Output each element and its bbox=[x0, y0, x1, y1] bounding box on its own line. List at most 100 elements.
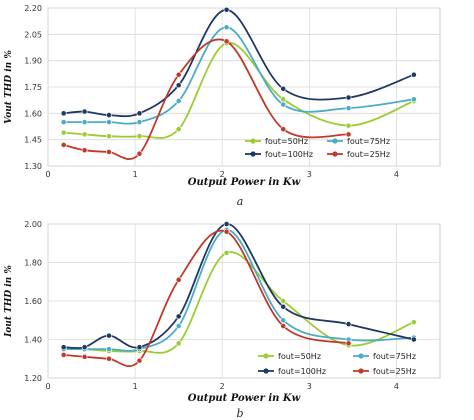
series-fout-25hz bbox=[60, 228, 352, 367]
legend-label: fout=50Hz bbox=[278, 352, 321, 361]
data-point bbox=[223, 6, 230, 13]
y-tick-label: 1.30 bbox=[24, 162, 42, 171]
x-axis-label: Output Power in Kw bbox=[188, 177, 301, 188]
data-point bbox=[106, 112, 112, 118]
panel-caption: a bbox=[237, 195, 244, 208]
data-point bbox=[60, 351, 67, 358]
series-line bbox=[63, 223, 415, 349]
series-fout-50hz bbox=[60, 40, 417, 140]
legend-swatch-marker bbox=[263, 353, 269, 359]
data-point bbox=[223, 221, 230, 227]
data-point bbox=[60, 110, 67, 117]
data-point bbox=[410, 336, 417, 343]
data-point bbox=[345, 340, 352, 347]
data-point bbox=[280, 317, 287, 324]
data-point bbox=[60, 129, 67, 136]
data-point bbox=[106, 133, 112, 140]
data-point bbox=[136, 150, 143, 157]
data-point bbox=[175, 276, 182, 283]
data-point bbox=[223, 24, 230, 31]
series-fout-75hz bbox=[60, 24, 417, 126]
data-point bbox=[81, 344, 88, 351]
x-axis-label: Output Power in Kw bbox=[188, 393, 301, 404]
chart-b: 1.20 1.40 1.60 1.80 2.00 0 1 2 3 4 fout=50Hz fout=7… bbox=[4, 220, 441, 420]
series-fout-100hz bbox=[60, 221, 417, 351]
y-tick-label: 1.90 bbox=[24, 57, 42, 66]
data-point bbox=[81, 353, 88, 360]
data-point bbox=[81, 119, 88, 126]
x-tick-label: 1 bbox=[133, 170, 138, 179]
data-point bbox=[81, 131, 88, 138]
y-tick-label: 2.20 bbox=[24, 4, 42, 13]
data-point bbox=[106, 355, 112, 362]
y-tick-label: 1.45 bbox=[24, 136, 42, 145]
y-tick-label: 2.05 bbox=[24, 30, 42, 39]
data-point bbox=[345, 321, 352, 327]
data-point bbox=[136, 119, 143, 126]
data-point bbox=[223, 228, 230, 235]
data-point bbox=[175, 71, 182, 78]
legend-label: fout=50Hz bbox=[265, 137, 308, 146]
x-tick-label: 3 bbox=[307, 170, 312, 179]
data-point bbox=[280, 126, 287, 133]
y-axis-label: Iout THD in % bbox=[4, 265, 14, 338]
data-point bbox=[175, 98, 182, 104]
data-point bbox=[223, 38, 230, 45]
legend: fout=50Hz fout=75Hz fout=100Hz fout=25Hz bbox=[245, 137, 390, 159]
data-point bbox=[60, 119, 67, 126]
data-point bbox=[410, 319, 417, 326]
series-line bbox=[63, 42, 415, 139]
data-point bbox=[136, 133, 143, 140]
x-tick-label: 4 bbox=[394, 170, 399, 179]
x-tick-label: 0 bbox=[45, 382, 50, 391]
data-point bbox=[60, 142, 67, 148]
x-tick-label: 2 bbox=[220, 170, 225, 179]
series-line bbox=[63, 38, 349, 160]
y-tick-label: 2.00 bbox=[24, 220, 42, 229]
data-point bbox=[280, 96, 287, 103]
data-point bbox=[136, 344, 143, 351]
data-point bbox=[345, 94, 352, 101]
legend-label: fout=25Hz bbox=[373, 367, 416, 376]
data-point bbox=[136, 110, 143, 117]
y-tick-label: 1.60 bbox=[24, 109, 42, 118]
legend-label: fout=100Hz bbox=[265, 150, 313, 159]
y-tick-label: 1.75 bbox=[24, 83, 42, 92]
y-tick-label: 1.20 bbox=[24, 374, 42, 383]
data-point bbox=[345, 122, 352, 129]
data-point bbox=[106, 332, 112, 339]
data-point bbox=[106, 119, 112, 126]
legend-swatch-marker bbox=[250, 151, 256, 157]
x-tick-label: 0 bbox=[45, 170, 50, 179]
legend-swatch-marker bbox=[358, 368, 364, 374]
x-tick-label: 2 bbox=[220, 382, 225, 391]
data-point bbox=[136, 357, 143, 364]
data-point bbox=[410, 96, 417, 103]
y-tick-label: 1.40 bbox=[24, 336, 42, 345]
legend-label: fout=100Hz bbox=[278, 367, 326, 376]
data-point bbox=[280, 323, 287, 329]
data-point bbox=[280, 85, 287, 92]
series-line bbox=[63, 228, 414, 352]
x-tick-label: 4 bbox=[394, 382, 399, 391]
data-point bbox=[175, 323, 182, 329]
x-tick-label: 1 bbox=[133, 382, 138, 391]
x-tick-label: 3 bbox=[307, 382, 312, 391]
data-point bbox=[81, 147, 88, 154]
data-point bbox=[280, 303, 287, 310]
data-point bbox=[175, 313, 182, 320]
data-point bbox=[345, 131, 352, 138]
data-point bbox=[81, 108, 88, 115]
legend-swatch-marker bbox=[250, 138, 256, 144]
legend-swatch-marker bbox=[263, 368, 269, 374]
data-point bbox=[280, 101, 287, 108]
y-axis-label: Vout THD in % bbox=[4, 50, 14, 124]
data-point bbox=[345, 105, 352, 111]
panel-caption: b bbox=[236, 407, 243, 420]
legend: fout=50Hz fout=75Hz fout=100Hz fout=25Hz bbox=[258, 352, 416, 376]
legend-label: fout=75Hz bbox=[347, 137, 390, 146]
y-tick-label: 1.80 bbox=[24, 259, 42, 268]
data-point bbox=[280, 298, 287, 304]
legend-swatch-marker bbox=[358, 353, 364, 359]
